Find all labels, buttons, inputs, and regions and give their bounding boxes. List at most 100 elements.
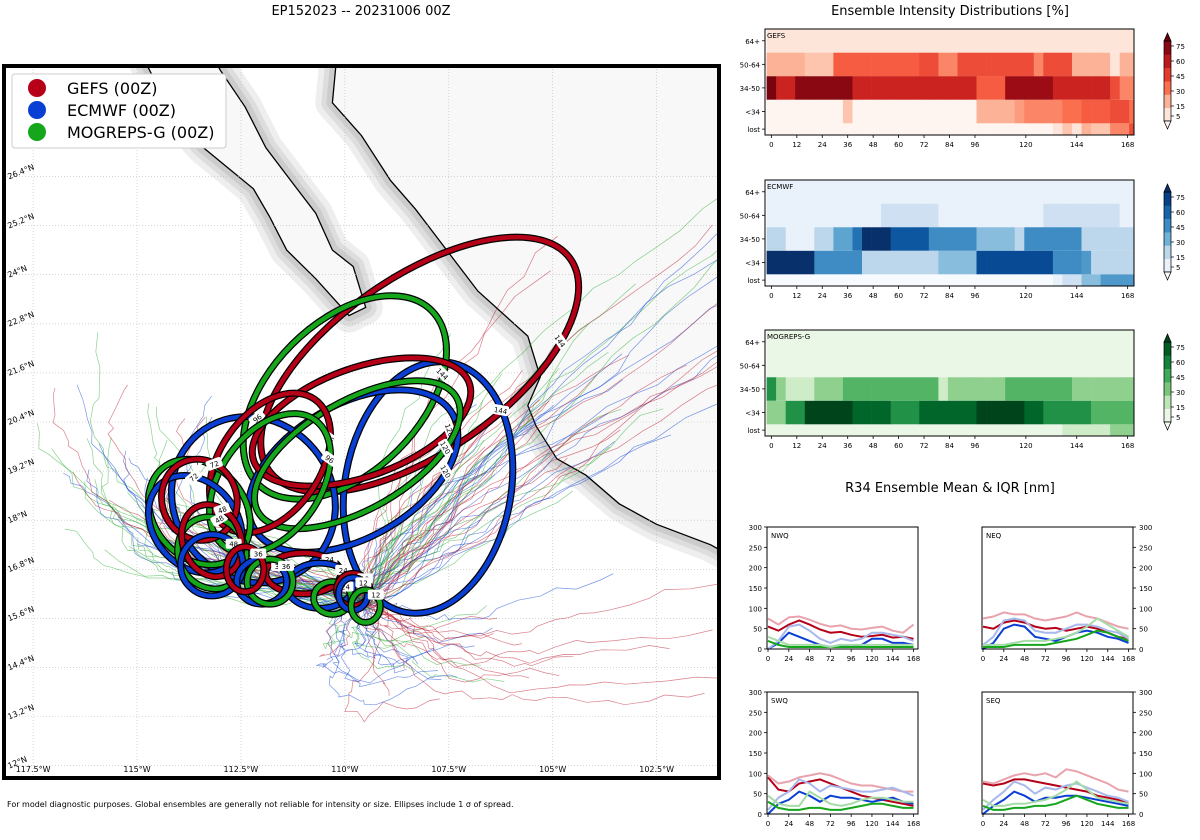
heatmap-cell: [1033, 76, 1044, 100]
ellipse-label-bg: [213, 502, 231, 517]
heatmap-cell: [986, 180, 996, 204]
ensemble-track: [356, 354, 629, 599]
colorbar-segment: [1164, 81, 1171, 95]
heatmap-cell: [1062, 424, 1073, 436]
heatmap-cell: [928, 180, 939, 204]
colorbar-segment: [1164, 408, 1171, 423]
heatmap-cell: [1005, 52, 1016, 77]
heatmap-cell: [862, 29, 872, 53]
ellipse-label-bg: [210, 511, 228, 527]
heatmap-cell: [804, 377, 815, 401]
heatmap-cell: [823, 250, 834, 275]
heatmap-cell: [1005, 76, 1016, 100]
heatmap-cell: [1072, 250, 1082, 275]
heatmap-cell: [957, 274, 968, 286]
heatmap-cell: [1100, 123, 1111, 135]
x-tick-label: 0: [769, 442, 773, 450]
heatmap-cell: [833, 99, 844, 124]
colorbar-segment: [1164, 94, 1171, 108]
heatmap-cell: [852, 99, 863, 124]
x-tick-label: 168: [1121, 442, 1134, 450]
x-tick-label: 96: [970, 442, 979, 450]
heatmap-cell: [833, 29, 844, 53]
lon-tick-label: 105°W: [539, 765, 566, 774]
heatmap-cell: [1043, 180, 1054, 204]
y-tick-label: 200: [749, 730, 762, 738]
ensemble-track: [364, 519, 481, 606]
heatmap-cell: [909, 250, 920, 275]
heatmap-cell: [890, 424, 901, 436]
heatmap-cell: [871, 99, 882, 124]
heatmap-cell: [1091, 203, 1101, 228]
heatmap-cell: [804, 400, 815, 425]
heatmap-cell: [1005, 203, 1016, 228]
ensemble-track: [372, 608, 405, 669]
heatmap-cell: [785, 274, 796, 286]
heatmap-cell: [1110, 180, 1120, 204]
heatmap-cell: [795, 424, 806, 436]
heatmap-cell: [842, 29, 853, 53]
r34-frame: [766, 691, 919, 815]
heatmap-cell: [1091, 330, 1101, 354]
heatmap-label: MOGREPS-G: [767, 333, 810, 341]
heatmap-cell: [890, 377, 901, 401]
colorbar-arrow: [1163, 32, 1172, 42]
colorbar-segment: [1164, 395, 1171, 409]
heatmap-cell: [890, 123, 901, 135]
heatmap-cell: [862, 353, 872, 378]
heatmap-cell: [900, 400, 911, 425]
x-tick-label: 120: [1080, 820, 1093, 828]
heatmap-cell: [842, 400, 853, 425]
ensemble-track: [64, 528, 355, 608]
heatmap-cell: [1024, 424, 1035, 436]
heatmap-cell: [938, 227, 949, 251]
colorbar-tick-label: 5: [1176, 414, 1180, 422]
heatmap-cell: [766, 227, 777, 251]
r34-series-line: [983, 629, 1129, 648]
heatmap-cell: [795, 400, 806, 425]
heatmap-cell: [795, 76, 806, 100]
heatmap-cell: [928, 123, 939, 135]
heatmap-cell: [909, 52, 920, 77]
heatmap-cell: [900, 227, 911, 251]
heatmap-cell: [823, 99, 834, 124]
heatmap-cell: [938, 52, 949, 77]
heatmap-cell: [881, 353, 891, 378]
heatmap-cell: [986, 52, 996, 77]
heatmap-cell: [1014, 330, 1025, 354]
heatmap-cell: [1100, 227, 1111, 251]
heatmap-cell: [919, 400, 930, 425]
heatmap-cell: [1110, 76, 1120, 100]
heatmap-cell: [900, 29, 911, 53]
heatmap-cell: [957, 353, 968, 378]
heatmap-label: ECMWF: [767, 183, 793, 191]
heatmap-cell: [804, 227, 815, 251]
heatmap-cell: [1091, 123, 1101, 135]
r34-panel-neq: NEQ 0 50 100 150 200 250 300 0 24 48 72 96 120 144 168: [981, 524, 1153, 663]
legend-marker: [28, 101, 46, 119]
heatmap-cell: [976, 52, 987, 77]
ellipse-stroke: [258, 234, 581, 495]
heatmap-cell: [785, 180, 796, 204]
heatmap-cell: [852, 76, 863, 100]
heatmap-cell: [1043, 377, 1054, 401]
heatmap-cell: [833, 227, 844, 251]
heatmap-cell: [1110, 377, 1120, 401]
heatmap-cell: [862, 227, 872, 251]
heatmap-cell: [1024, 250, 1035, 275]
heatmap-cell: [1033, 123, 1044, 135]
x-tick-label: 24: [999, 655, 1008, 663]
r34-series-line: [767, 800, 914, 811]
heatmap-cell: [871, 330, 882, 354]
r34-series-line: [982, 611, 1129, 630]
x-tick-label: 72: [920, 141, 929, 149]
ellipse-hour-label: 24: [325, 556, 334, 564]
heatmap-cell: [852, 330, 863, 354]
heatmap-cell: [1072, 353, 1082, 378]
heatmap-cell: [842, 377, 853, 401]
heatmap-cell: [947, 424, 958, 436]
y-tick-label: 150: [1139, 750, 1152, 758]
colorbar-segment: [1164, 205, 1171, 219]
heatmap-cell: [986, 29, 996, 53]
heatmap-cell: [1043, 52, 1054, 77]
